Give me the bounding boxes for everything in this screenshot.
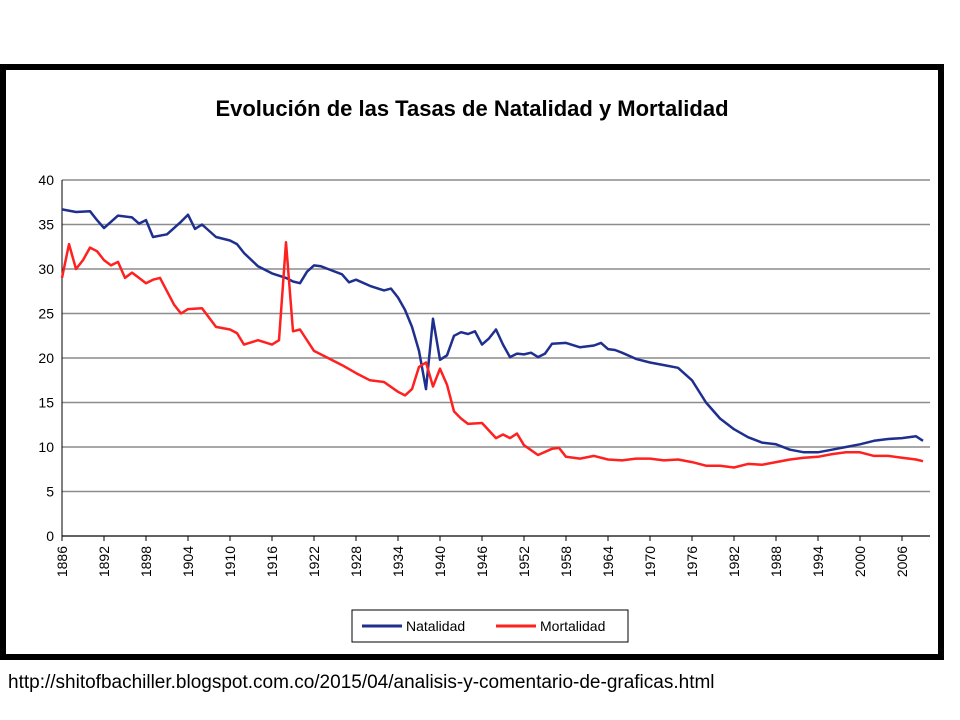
x-tick-label: 1946	[474, 546, 490, 577]
chart-background	[6, 70, 938, 654]
x-tick-label: 1958	[558, 546, 574, 577]
chart-title: Evolución de las Tasas de Natalidad y Mo…	[215, 96, 728, 121]
x-tick-label: 1952	[516, 546, 532, 577]
x-tick-label: 1898	[138, 546, 154, 577]
x-tick-label: 1922	[306, 546, 322, 577]
y-tick-label: 0	[46, 528, 54, 544]
y-tick-label: 40	[38, 172, 54, 188]
chart-frame: Evolución de las Tasas de Natalidad y Mo…	[0, 64, 944, 660]
x-tick-label: 1940	[432, 546, 448, 577]
series-line-natalidad	[61, 208, 924, 454]
x-tick-label: 1934	[390, 546, 406, 577]
x-tick-label: 2000	[852, 546, 868, 577]
axes: 0 5 10 15 20 25 30 35 40 1886 1892 1898 1904 1910 1916…	[38, 172, 930, 577]
x-tick-label: 1970	[642, 546, 658, 577]
y-tick-label: 20	[38, 350, 54, 366]
x-tick-label: 2006	[894, 546, 910, 577]
y-tick-label: 15	[38, 395, 54, 411]
series-line-mortalidad	[60, 241, 924, 469]
y-tick-label: 5	[46, 484, 54, 500]
legend: Natalidad Mortalidad	[351, 609, 629, 643]
legend-label-natalidad: Natalidad	[406, 618, 465, 634]
x-tick-label: 1982	[726, 546, 742, 577]
x-tick-label: 1892	[96, 546, 112, 577]
line-chart: Evolución de las Tasas de Natalidad y Mo…	[6, 70, 938, 654]
y-tick-label: 25	[38, 306, 54, 322]
y-tick-label: 35	[38, 217, 54, 233]
series-lines	[60, 208, 924, 469]
x-tick-label: 1916	[264, 546, 280, 577]
x-tick-label: 1910	[222, 546, 238, 577]
x-tick-label: 1994	[810, 546, 826, 577]
source-url-caption: http://shitofbachiller.blogspot.com.co/2…	[8, 672, 715, 693]
legend-label-mortalidad: Mortalidad	[540, 618, 605, 634]
x-tick-label: 1976	[684, 546, 700, 577]
x-tick-label: 1904	[180, 546, 196, 577]
y-tick-label: 10	[38, 439, 54, 455]
x-tick-label: 1886	[54, 546, 70, 577]
x-tick-label: 1964	[600, 546, 616, 577]
x-tick-label: 1928	[348, 546, 364, 577]
y-tick-label: 30	[38, 261, 54, 277]
x-tick-label: 1988	[768, 546, 784, 577]
